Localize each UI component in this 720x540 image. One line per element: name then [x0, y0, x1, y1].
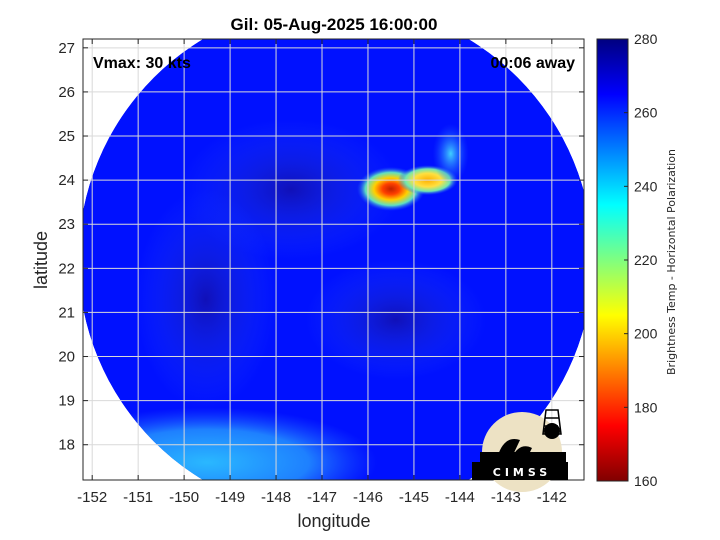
tick-layer: -152 -151 -150 -149 -148 -147 -146 -145 -144 -143…	[58, 39, 584, 506]
colorbar-tick-label: 220	[634, 252, 658, 268]
swath-dark-band	[305, 259, 486, 380]
building-icon	[480, 452, 566, 462]
y-tick-label: 20	[58, 349, 75, 366]
x-tick-label: -146	[353, 489, 383, 506]
y-tick-label: 22	[58, 260, 75, 277]
grid-layer	[83, 39, 584, 480]
chart-title: Gil: 05-Aug-2025 16:00:00	[231, 15, 438, 34]
colorbar-tick-label: 260	[634, 105, 658, 121]
x-tick-label: -148	[261, 489, 291, 506]
water-tower-tank-icon	[544, 423, 560, 439]
y-tick-label: 21	[58, 304, 75, 321]
cimss-logo: CIMSS	[472, 409, 568, 492]
colorbar-tick-label: 180	[634, 399, 658, 415]
y-tick-label: 24	[58, 172, 75, 189]
colorbar-ticks: 160 180 200 220 240 260 280	[624, 31, 658, 489]
y-tick-label: 18	[58, 437, 75, 454]
logo-text: CIMSS	[493, 466, 551, 479]
x-tick-label: -145	[399, 489, 429, 506]
x-axis-label: longitude	[297, 511, 370, 531]
y-tick-label: 26	[58, 84, 75, 101]
y-tick-label: 19	[58, 393, 75, 410]
swath-dark-band	[135, 189, 276, 410]
x-tick-label: -142	[537, 489, 567, 506]
colorbar-tick-label: 200	[634, 326, 658, 342]
colorbar-tick-label: 160	[634, 473, 658, 489]
x-tick-label: -152	[77, 489, 107, 506]
plot-area: -152 -151 -150 -149 -148 -147 -146 -145 -144 -143…	[58, 38, 585, 506]
time-offset-annotation: 00:06 away	[490, 55, 575, 72]
swath-feature-cold-fringe	[432, 123, 469, 184]
colorbar-tick-label: 240	[634, 178, 658, 194]
colorbar: 160 180 200 220 240 260 280 Brightness Temp - …	[596, 31, 678, 489]
x-tick-label: -143	[491, 489, 521, 506]
y-tick-label: 27	[58, 40, 75, 57]
x-tick-label: -150	[169, 489, 199, 506]
y-axis-label: latitude	[31, 231, 51, 289]
y-tick-label: 25	[58, 128, 75, 145]
colorbar-gradient	[596, 38, 629, 482]
x-tick-label: -144	[445, 489, 475, 506]
x-tick-label: -149	[215, 489, 245, 506]
colorbar-tick-label: 280	[634, 31, 658, 47]
colorbar-label: Brightness Temp - Horizontal Polarizatio…	[665, 149, 678, 375]
y-tick-label: 23	[58, 216, 75, 233]
x-tick-label: -147	[307, 489, 337, 506]
logo-banner	[472, 462, 568, 480]
vmax-annotation: Vmax: 30 kts	[93, 55, 191, 72]
x-tick-label: -151	[123, 489, 153, 506]
plot-frame	[82, 38, 585, 481]
